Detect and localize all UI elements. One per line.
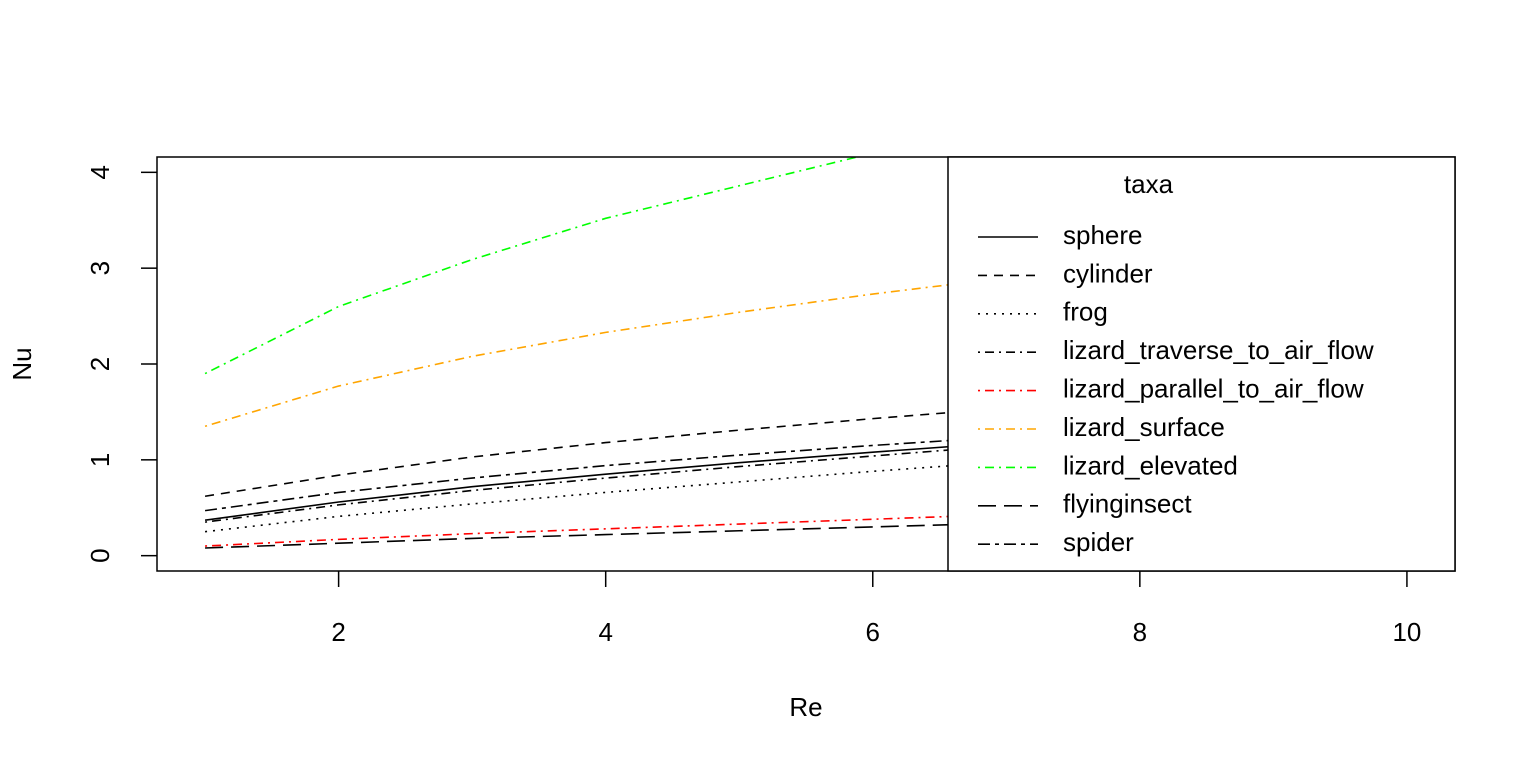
legend-label: spider <box>1063 527 1134 557</box>
series-line <box>204 407 1007 498</box>
x-tick-label: 4 <box>598 617 612 647</box>
legend-label: cylinder <box>1063 258 1153 288</box>
series-line <box>205 522 1007 549</box>
y-tick-label: 3 <box>85 261 115 275</box>
x-tick-label: 2 <box>331 617 345 647</box>
series-line <box>204 157 861 375</box>
y-tick-label: 1 <box>85 453 115 467</box>
legend-label: lizard_elevated <box>1063 450 1238 480</box>
series-line <box>204 436 1007 512</box>
series-line <box>205 513 1007 547</box>
y-tick-label: 2 <box>85 357 115 371</box>
legend-label: flyinginsect <box>1063 489 1192 519</box>
y-tick-label: 4 <box>85 165 115 179</box>
y-tick-label: 0 <box>85 548 115 562</box>
legend-box <box>947 156 1456 572</box>
series-line <box>204 441 1007 522</box>
x-tick-label: 8 <box>1133 617 1147 647</box>
series-line <box>204 444 1007 523</box>
x-axis-label: Re <box>789 692 822 722</box>
legend-label: lizard_parallel_to_air_flow <box>1063 373 1364 403</box>
legend-title: taxa <box>1124 169 1174 199</box>
series-line <box>204 276 1007 428</box>
plot-lines <box>204 157 1007 549</box>
x-tick-label: 10 <box>1392 617 1421 647</box>
y-axis-label: Nu <box>7 347 37 380</box>
legend-label: lizard_traverse_to_air_flow <box>1063 335 1374 365</box>
x-tick-label: 6 <box>866 617 880 647</box>
series-line <box>204 460 1007 533</box>
legend-label: lizard_surface <box>1063 412 1225 442</box>
legend-label: sphere <box>1063 220 1143 250</box>
legend-label: frog <box>1063 297 1108 327</box>
